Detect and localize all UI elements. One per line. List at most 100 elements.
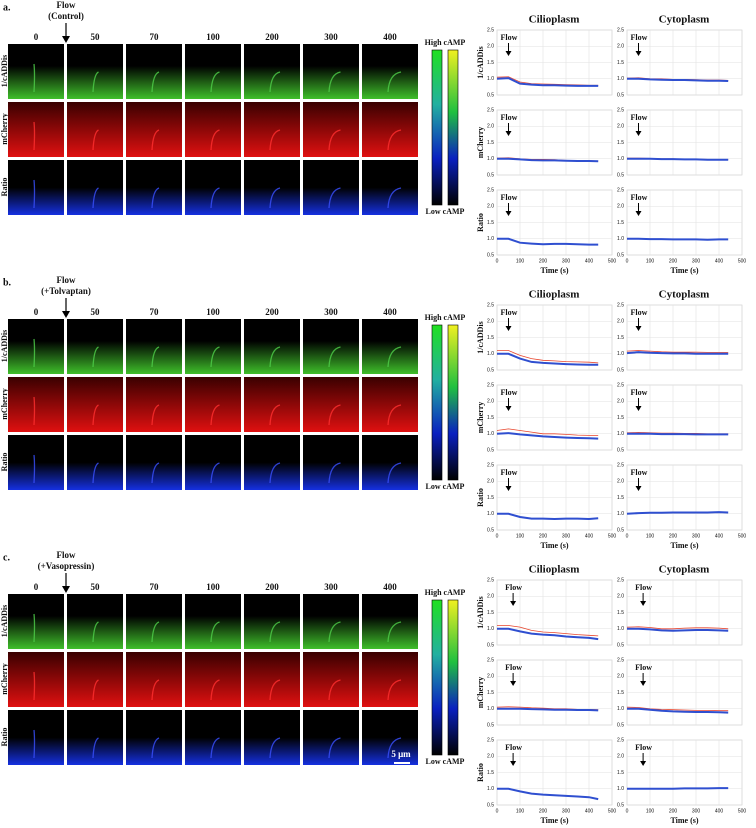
cilium (269, 621, 281, 643)
time-label: 400 (383, 582, 397, 592)
cilium (151, 737, 160, 759)
y-axis-label: 1/cADDis (476, 321, 485, 353)
x-tick-label: 200 (539, 533, 548, 539)
arrow-head (640, 761, 647, 766)
annotation: Flow (631, 468, 648, 477)
row-label: Ratio (0, 728, 9, 747)
cilium (328, 737, 341, 759)
cilium (92, 71, 99, 93)
cilium (210, 737, 220, 759)
y-tick-label: 0.5 (487, 172, 494, 178)
y-axis-label: 1/cADDis (476, 46, 485, 78)
x-tick-label: 500 (738, 533, 747, 539)
micrograph (126, 594, 182, 649)
arrow-head (505, 486, 512, 491)
time-label: 100 (206, 32, 220, 42)
micrograph (67, 710, 123, 765)
y-tick-label: 1.5 (487, 220, 494, 226)
x-tick-label: 300 (692, 533, 701, 539)
annotation: Flow (631, 308, 648, 317)
micrograph (126, 160, 182, 215)
y-axis-label: 1/cADDis (476, 596, 485, 628)
flow-label: Flow (57, 0, 76, 10)
x-tick-label: 100 (516, 533, 525, 539)
time-label: 0 (34, 32, 39, 42)
cilium (387, 679, 402, 701)
annotation: Flow (505, 663, 522, 672)
row-label: mCherry (0, 388, 9, 420)
y-tick-label: 0.5 (487, 447, 494, 453)
annotation: Flow (501, 33, 518, 42)
data-line (626, 706, 729, 712)
cilium (151, 346, 160, 368)
micrograph (244, 160, 300, 215)
y-tick-label: 0.5 (617, 802, 624, 808)
micrograph (244, 319, 300, 374)
y-tick-label: 1.0 (487, 626, 494, 632)
cilium (269, 404, 281, 426)
annotation: Flow (505, 743, 522, 752)
micrograph (126, 710, 182, 765)
cilium (151, 71, 160, 93)
annotation: Flow (505, 583, 522, 592)
time-label: 70 (150, 32, 160, 42)
cilium (33, 179, 36, 209)
row-label: 1/cADDis (0, 330, 9, 362)
micrograph (8, 102, 64, 157)
x-tick-label: 400 (585, 808, 594, 814)
y-tick-label: 2.0 (487, 44, 494, 50)
condition: (+Tolvaptan) (41, 286, 91, 296)
micrograph (8, 160, 64, 215)
y-tick-label: 2.0 (617, 204, 624, 210)
data-line (627, 157, 729, 161)
y-tick-label: 0.5 (487, 367, 494, 373)
arrow-head (505, 51, 512, 56)
x-tick-label: 100 (516, 258, 525, 264)
y-tick-label: 2.0 (487, 124, 494, 130)
y-tick-label: 2.5 (617, 382, 624, 388)
time-label: 300 (324, 582, 338, 592)
y-tick-label: 0.5 (617, 92, 624, 98)
colorbar (447, 49, 459, 206)
micrograph (362, 319, 418, 374)
cilium (269, 71, 281, 93)
micrograph (303, 102, 359, 157)
colorbar-low: Low cAMP (426, 757, 465, 766)
data-line (626, 350, 729, 353)
y-tick-label: 0.5 (487, 527, 494, 533)
micrograph (244, 594, 300, 649)
time-label: 70 (150, 307, 160, 317)
y-tick-label: 1.5 (487, 140, 494, 146)
micrograph (244, 435, 300, 490)
y-tick-label: 1.5 (617, 495, 624, 501)
y-tick-label: 0.5 (617, 172, 624, 178)
y-axis-label: mCherry (476, 127, 485, 159)
y-tick-label: 1.0 (487, 76, 494, 82)
annotation: Flow (635, 663, 652, 672)
y-tick-label: 1.0 (487, 156, 494, 162)
y-tick-label: 2.0 (487, 319, 494, 325)
x-tick-label: 0 (626, 533, 629, 539)
x-tick-label: 0 (496, 258, 499, 264)
x-tick-label: 400 (585, 533, 594, 539)
x-axis-label: Time (s) (540, 266, 568, 275)
arrow-head (505, 326, 512, 331)
y-tick-label: 2.5 (487, 107, 494, 113)
data-line (627, 707, 729, 714)
y-tick-label: 2.5 (617, 107, 624, 113)
data-line (626, 511, 729, 515)
micrograph (8, 652, 64, 707)
micrograph (67, 160, 123, 215)
micrograph (185, 160, 241, 215)
cilium (33, 613, 36, 643)
y-tick-label: 1.5 (617, 140, 624, 146)
colorbar-high: High cAMP (425, 38, 466, 47)
annotation: Flow (501, 113, 518, 122)
cilium (387, 462, 402, 484)
micrograph (185, 652, 241, 707)
micrograph (362, 652, 418, 707)
cilium (92, 462, 99, 484)
y-tick-label: 2.5 (617, 462, 624, 468)
y-tick-label: 1.5 (487, 495, 494, 501)
